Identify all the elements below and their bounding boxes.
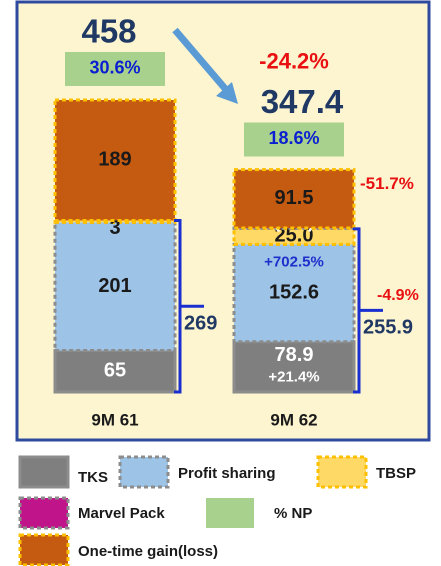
- core-bracket: [174, 218, 204, 394]
- core-change-label: -4.9%: [377, 287, 419, 304]
- bar-value-label: 3: [109, 217, 120, 239]
- total-label: 347.4: [261, 83, 344, 120]
- bar-segment: [232, 168, 356, 230]
- legend-swatch: [316, 455, 368, 489]
- total-label: 458: [81, 13, 136, 50]
- legend-swatch: [18, 533, 70, 566]
- bar-segment: [53, 220, 177, 353]
- bar-value-label: 152.6: [269, 281, 319, 303]
- np-label: 18.6%: [268, 128, 319, 148]
- np-box: [244, 122, 344, 157]
- x-tick-label: 9M 61: [91, 410, 138, 429]
- trend-arrow-head: [216, 82, 238, 104]
- bar-segment: [53, 98, 177, 222]
- bar-segment: [232, 242, 356, 344]
- bar-value-label: 65: [104, 360, 126, 382]
- core-label: 269: [184, 313, 217, 335]
- legend-swatch: [206, 498, 254, 528]
- bar-value-label: 78.9: [275, 344, 314, 366]
- change-label: +21.4%: [268, 369, 319, 386]
- trend-arrow: [172, 27, 231, 95]
- legend-label: TKS: [78, 469, 108, 486]
- total-change-label: -24.2%: [259, 48, 329, 73]
- np-box: [65, 51, 165, 86]
- legend-label: Marvel Pack: [78, 505, 165, 522]
- legend-label: Profit sharing: [178, 465, 276, 482]
- legend-label: TBSP: [376, 465, 416, 482]
- legend-label: % NP: [274, 505, 312, 522]
- bar-value-label: 189: [98, 149, 131, 171]
- legend-label: One-time gain(loss): [78, 543, 218, 560]
- change-label: +702.5%: [264, 253, 324, 270]
- bar-value-label: 25.0: [275, 225, 314, 247]
- core-label: 255.9: [363, 317, 413, 339]
- legend-swatch: [18, 455, 70, 489]
- change-label: -51.7%: [360, 174, 414, 193]
- bar-value-label: 91.5: [275, 187, 314, 209]
- legend-swatch: [118, 455, 170, 489]
- core-bracket: [353, 227, 383, 394]
- bar-segment: [232, 340, 356, 394]
- x-tick-label: 9M 62: [270, 410, 317, 429]
- bar-value-label: 201: [98, 275, 131, 297]
- np-label: 30.6%: [89, 58, 140, 78]
- legend-swatch: [18, 496, 70, 530]
